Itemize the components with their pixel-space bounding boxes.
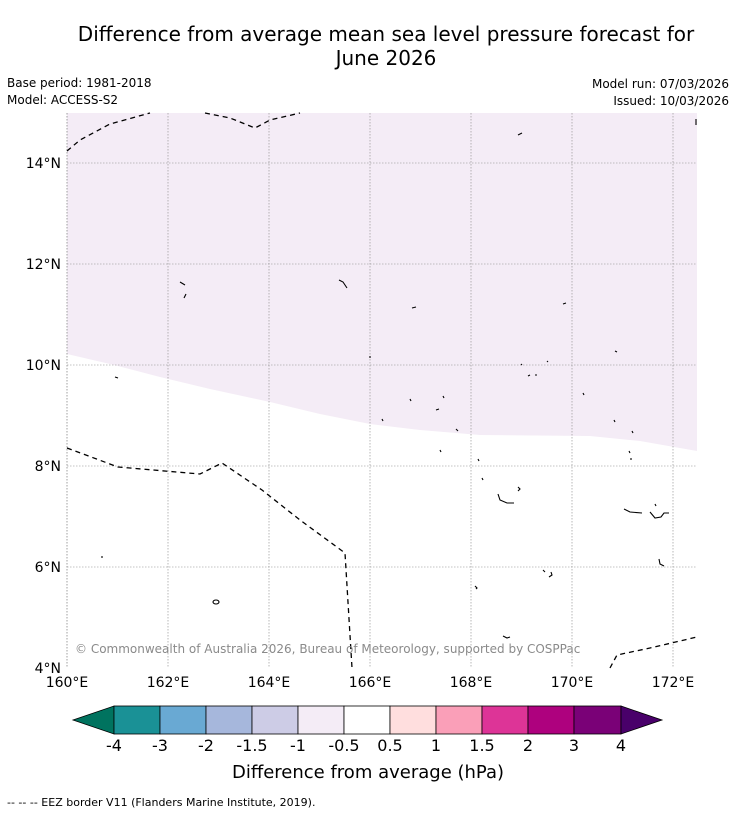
island [183, 293, 187, 299]
colorbar-title: Difference from average (hPa) [232, 762, 504, 783]
colorbar-bin [389, 705, 437, 735]
shaded-region [67, 113, 697, 451]
eez-borders [66, 112, 698, 669]
island [548, 571, 553, 578]
colorbar-tick-label: -0.5 [328, 736, 359, 755]
colorbar-tick-label: 3 [569, 736, 579, 755]
island [439, 449, 442, 453]
island [179, 281, 186, 286]
lon-label: 172°E [652, 675, 695, 691]
colorbar-bin [435, 705, 483, 735]
colorbar-ticks: -4 -3 -2 -1.5 -1 -0.5 0.5 1 1.5 2 3 4 [106, 736, 626, 755]
island [212, 599, 220, 605]
colorbar-bin [343, 705, 391, 735]
colorbar [71, 705, 664, 735]
lon-label: 168°E [450, 675, 493, 691]
island [520, 363, 523, 366]
colorbar-tick-label: 1 [431, 736, 441, 755]
colorbar-bin [159, 705, 207, 735]
lon-label: 164°E [248, 675, 291, 691]
colorbar-tick-label: -4 [106, 736, 122, 755]
island [542, 569, 546, 573]
island [481, 477, 484, 481]
title-line-1: Difference from average mean sea level p… [77, 22, 695, 46]
island [442, 395, 445, 399]
model-run: Model run: 07/03/2026 [591, 77, 729, 91]
lat-label: 12°N [26, 257, 61, 273]
island [502, 635, 511, 639]
eez-border-south-east [609, 636, 698, 669]
island [613, 419, 616, 423]
island [628, 450, 632, 460]
island [649, 511, 669, 519]
island [435, 408, 440, 411]
island [546, 360, 549, 363]
island [455, 428, 459, 432]
island [658, 558, 665, 567]
base-period: Base period: 1981-2018 [7, 76, 152, 90]
colorbar-bin [251, 705, 299, 735]
lon-label: 162°E [147, 675, 190, 691]
colorbar-tick-label: -1 [290, 736, 306, 755]
island [631, 430, 634, 434]
colorbar-tick-label: 2 [523, 736, 533, 755]
colorbar-tick-label: -2 [198, 736, 214, 755]
colorbar-extend-low [71, 705, 115, 735]
lat-label: 4°N [35, 661, 61, 677]
island [477, 458, 480, 462]
island [114, 376, 119, 379]
island [409, 398, 412, 402]
colorbar-tick-label: 1.5 [469, 736, 494, 755]
island [517, 486, 521, 492]
colorbar-bin [573, 705, 622, 735]
model-name: Model: ACCESS-S2 [7, 93, 119, 107]
lat-label: 6°N [35, 560, 61, 576]
colorbar-extend-high [620, 705, 664, 735]
colorbar-bin [113, 705, 161, 735]
island [517, 132, 523, 136]
lon-label: 166°E [349, 675, 392, 691]
lat-label: 10°N [26, 358, 61, 374]
colorbar-tick-label: 0.5 [377, 736, 402, 755]
islands [101, 119, 697, 639]
gridlines [67, 113, 697, 668]
island [338, 279, 348, 289]
lat-label: 14°N [26, 156, 61, 172]
island [623, 508, 643, 514]
colorbar-bin [205, 705, 253, 735]
latitude-labels: 14°N 12°N 10°N 8°N 6°N 4°N [26, 156, 61, 677]
issued-date: Issued: 10/03/2026 [613, 94, 729, 108]
eez-footnote: -- -- -- EEZ border V11 (Flanders Marine… [7, 796, 316, 809]
island [614, 350, 618, 353]
island [582, 392, 585, 396]
colorbar-tick-label: -3 [152, 736, 168, 755]
copyright-notice: © Commonwealth of Australia 2026, Bureau… [75, 642, 580, 656]
colorbar-bin [297, 705, 345, 735]
title-line-2: June 2026 [335, 46, 437, 70]
island [497, 493, 514, 504]
island [527, 374, 537, 377]
eez-border-south [66, 447, 353, 669]
colorbar-bin [527, 705, 575, 735]
colorbar-bin [481, 705, 529, 735]
island [381, 418, 384, 422]
lat-label: 8°N [35, 459, 61, 475]
meta-left: Base period: 1981-2018 Model: ACCESS-S2 [7, 75, 152, 109]
island [474, 585, 478, 590]
longitude-labels: 160°E 162°E 164°E 166°E 168°E 170°E 172°… [46, 675, 695, 691]
lon-label: 170°E [551, 675, 594, 691]
meta-right: Model run: 07/03/2026 Issued: 10/03/2026 [592, 76, 729, 110]
island [562, 302, 567, 305]
colorbar-tick-label: -1.5 [236, 736, 267, 755]
lon-label: 160°E [46, 675, 89, 691]
colorbar-tick-label: 4 [616, 736, 626, 755]
island [411, 306, 417, 309]
island [654, 503, 657, 507]
chart-title: Difference from average mean sea level p… [40, 22, 732, 70]
